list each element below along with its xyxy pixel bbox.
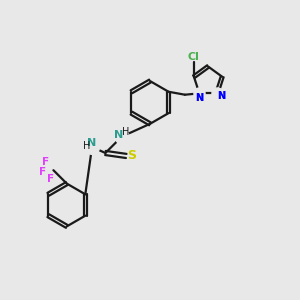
Text: F: F: [41, 157, 49, 167]
Text: N: N: [114, 130, 123, 140]
Text: N: N: [217, 91, 225, 101]
Text: N: N: [87, 138, 97, 148]
Text: S: S: [127, 149, 136, 162]
Text: H: H: [83, 140, 90, 151]
Text: N: N: [195, 93, 203, 103]
Text: N: N: [195, 93, 203, 103]
Text: H: H: [122, 127, 129, 137]
Text: F: F: [38, 167, 46, 177]
Text: Cl: Cl: [188, 52, 200, 61]
Text: F: F: [47, 174, 54, 184]
Text: N: N: [217, 91, 225, 101]
